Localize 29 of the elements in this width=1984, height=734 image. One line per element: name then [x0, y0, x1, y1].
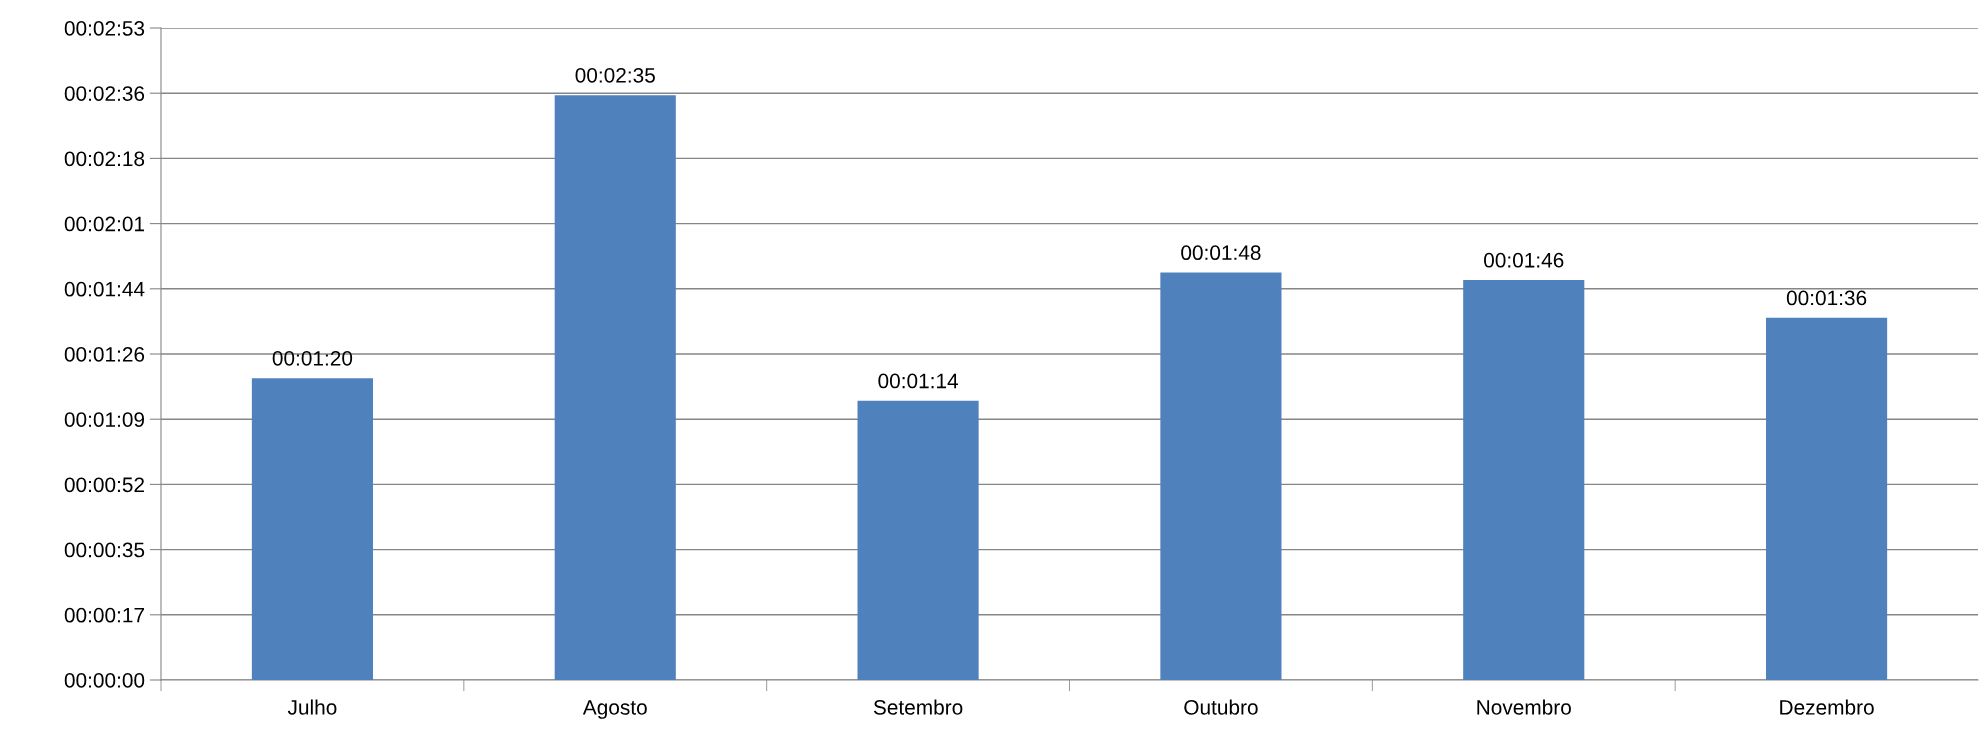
y-tick-label: 00:01:26 [64, 347, 145, 362]
y-tick-label: 00:00:35 [64, 542, 145, 558]
x-tick-label: Outubro [1184, 699, 1258, 715]
x-tick-label: Novembro [1477, 699, 1571, 715]
x-tick-label: Agosto [582, 700, 647, 719]
y-tick-label: 00:02:01 [64, 216, 145, 232]
y-tick-label: 00:01:44 [64, 281, 145, 297]
y-tick-label: 00:00:52 [64, 477, 144, 493]
data-label: 00:01:46 [1484, 252, 1564, 268]
bar [857, 400, 979, 680]
x-tick-label: Setembro [873, 699, 963, 715]
y-tick-label: 00:02:18 [64, 151, 145, 167]
y-tick-label: 00:02:36 [64, 86, 145, 101]
y-tick-label: 00:00:17 [64, 607, 144, 623]
bar [554, 95, 676, 680]
data-label: 00:01:20 [272, 350, 353, 366]
data-label: 00:01:48 [1181, 245, 1261, 261]
bar [1160, 272, 1282, 680]
y-tick-label: 00:02:53 [64, 21, 145, 36]
data-label: 00:01:36 [1786, 290, 1867, 306]
bar [251, 378, 373, 680]
bar [1463, 280, 1585, 680]
y-tick-label: 00:01:09 [64, 412, 145, 427]
bar [1766, 317, 1888, 680]
y-tick-label: 00:00:00 [64, 673, 145, 688]
data-label: 00:01:14 [878, 373, 959, 389]
data-label: 00:02:35 [575, 67, 655, 83]
x-tick-label: Dezembro [1780, 699, 1874, 715]
x-tick-label: Julho [287, 699, 337, 715]
